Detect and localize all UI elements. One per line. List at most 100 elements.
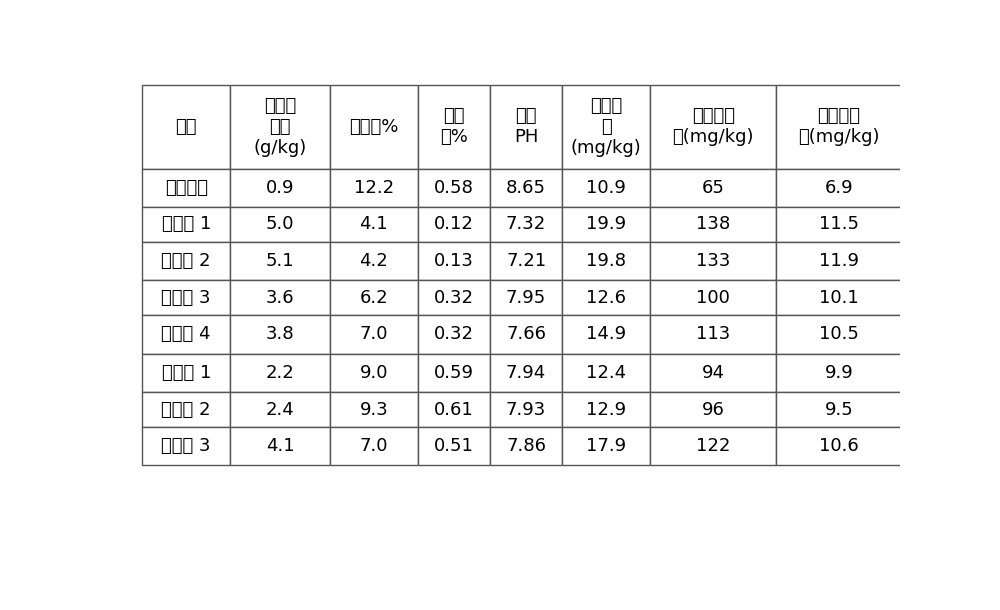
Bar	[330, 427, 418, 465]
Bar	[650, 354, 776, 392]
Text: 14.9: 14.9	[586, 325, 626, 343]
Bar	[330, 168, 418, 207]
Bar	[230, 168, 330, 207]
Text: 3.8: 3.8	[266, 325, 294, 343]
Text: 94: 94	[702, 364, 725, 382]
Text: 12.6: 12.6	[586, 289, 626, 307]
Text: 含盐
量%: 含盐 量%	[440, 107, 468, 146]
Text: 空白土壤: 空白土壤	[165, 179, 208, 197]
Bar	[776, 392, 902, 427]
Bar	[562, 427, 650, 465]
Text: 4.2: 4.2	[359, 252, 388, 270]
Bar	[418, 242, 490, 281]
Text: 7.93: 7.93	[506, 401, 546, 418]
Text: 11.9: 11.9	[819, 252, 859, 270]
Text: 0.58: 0.58	[434, 179, 474, 197]
Bar	[490, 392, 562, 427]
Text: 113: 113	[696, 325, 730, 343]
Text: 122: 122	[696, 437, 730, 455]
Text: 0.9: 0.9	[266, 179, 294, 197]
Bar	[418, 168, 490, 207]
Bar	[230, 315, 330, 354]
Text: 7.94: 7.94	[506, 364, 546, 382]
Text: 2.2: 2.2	[266, 364, 294, 382]
Text: 实施例 2: 实施例 2	[161, 252, 211, 270]
Bar	[776, 315, 902, 354]
Bar	[562, 207, 650, 242]
Text: 9.5: 9.5	[824, 401, 853, 418]
Bar	[490, 281, 562, 315]
Bar	[490, 242, 562, 281]
Bar	[330, 85, 418, 168]
Bar	[776, 207, 902, 242]
Text: 65: 65	[702, 179, 725, 197]
Bar	[650, 207, 776, 242]
Text: 5.0: 5.0	[266, 215, 294, 234]
Bar	[142, 315, 230, 354]
Bar	[142, 168, 230, 207]
Bar	[230, 392, 330, 427]
Text: 0.13: 0.13	[434, 252, 474, 270]
Text: 7.86: 7.86	[506, 437, 546, 455]
Bar	[418, 281, 490, 315]
Bar	[650, 315, 776, 354]
Text: 0.12: 0.12	[434, 215, 474, 234]
Bar	[230, 354, 330, 392]
Bar	[418, 315, 490, 354]
Bar	[142, 207, 230, 242]
Bar	[330, 392, 418, 427]
Text: 土壤
PH: 土壤 PH	[514, 107, 538, 146]
Text: 10.9: 10.9	[586, 179, 626, 197]
Bar	[230, 281, 330, 315]
Text: 4.1: 4.1	[359, 215, 388, 234]
Bar	[330, 242, 418, 281]
Bar	[776, 354, 902, 392]
Bar	[650, 168, 776, 207]
Text: 19.9: 19.9	[586, 215, 626, 234]
Bar	[776, 168, 902, 207]
Bar	[562, 392, 650, 427]
Bar	[562, 168, 650, 207]
Bar	[142, 85, 230, 168]
Text: 9.9: 9.9	[824, 364, 853, 382]
Text: 12.4: 12.4	[586, 364, 626, 382]
Bar	[142, 281, 230, 315]
Text: 96: 96	[702, 401, 725, 418]
Bar	[142, 354, 230, 392]
Text: 碱化度%: 碱化度%	[349, 118, 398, 136]
Text: 0.32: 0.32	[434, 325, 474, 343]
Bar	[562, 354, 650, 392]
Text: 4.1: 4.1	[266, 437, 294, 455]
Bar	[418, 427, 490, 465]
Bar	[418, 392, 490, 427]
Bar	[230, 85, 330, 168]
Bar	[230, 207, 330, 242]
Text: 0.59: 0.59	[434, 364, 474, 382]
Text: 10.1: 10.1	[819, 289, 859, 307]
Text: 实施例 4: 实施例 4	[161, 325, 211, 343]
Bar	[230, 427, 330, 465]
Text: 有效磷含
量(mg/kg): 有效磷含 量(mg/kg)	[798, 107, 880, 146]
Bar	[562, 315, 650, 354]
Text: 138: 138	[696, 215, 730, 234]
Text: 10.5: 10.5	[819, 325, 859, 343]
Bar	[418, 354, 490, 392]
Bar	[562, 281, 650, 315]
Bar	[650, 281, 776, 315]
Text: 9.0: 9.0	[360, 364, 388, 382]
Bar	[562, 242, 650, 281]
Bar	[418, 207, 490, 242]
Bar	[330, 207, 418, 242]
Text: 100: 100	[696, 289, 730, 307]
Text: 11.5: 11.5	[819, 215, 859, 234]
Text: 10.6: 10.6	[819, 437, 859, 455]
Bar	[490, 207, 562, 242]
Text: 12.2: 12.2	[354, 179, 394, 197]
Bar	[330, 281, 418, 315]
Bar	[490, 168, 562, 207]
Text: 9.3: 9.3	[359, 401, 388, 418]
Text: 序号: 序号	[175, 118, 197, 136]
Text: 0.61: 0.61	[434, 401, 474, 418]
Bar	[330, 315, 418, 354]
Text: 12.9: 12.9	[586, 401, 626, 418]
